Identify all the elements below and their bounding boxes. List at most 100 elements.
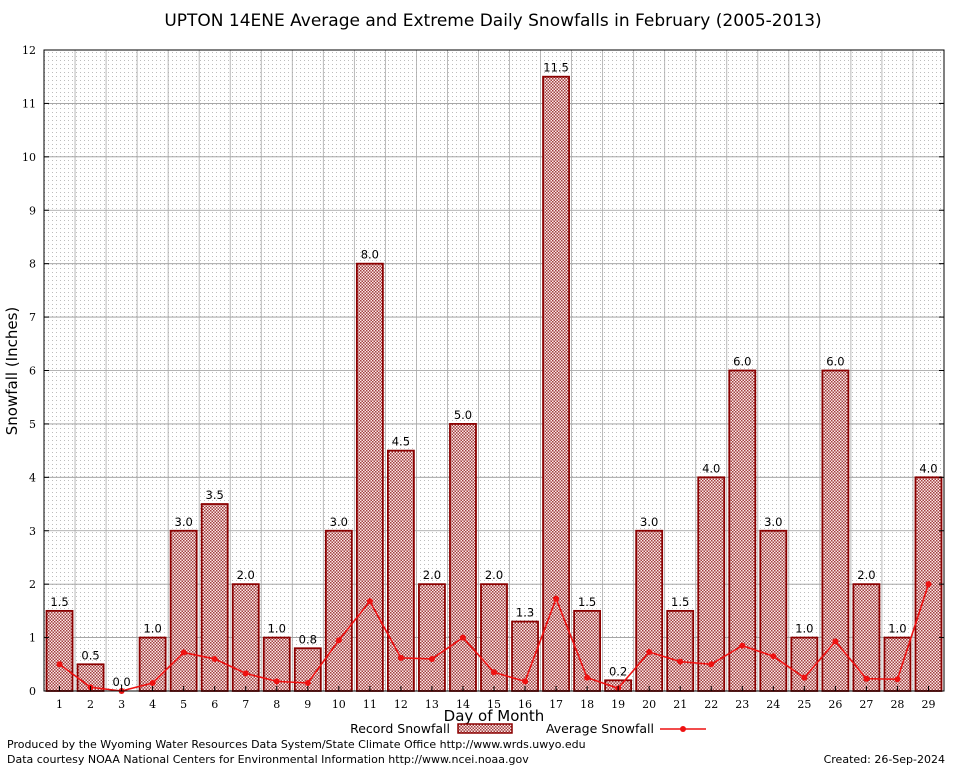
x-tick-label-19: 19: [611, 698, 625, 711]
average-point-day-7: [242, 670, 249, 677]
x-tick-label-29: 29: [921, 698, 935, 711]
average-point-day-29: [925, 581, 932, 588]
average-snowfall-line: [56, 581, 932, 694]
x-tick-label-17: 17: [549, 698, 563, 711]
y-tick-label-3: 3: [29, 525, 36, 538]
record-bar-day-21: [666, 609, 695, 692]
x-tick-label-9: 9: [304, 698, 311, 711]
x-tick-label-21: 21: [673, 698, 687, 711]
x-tick-label-27: 27: [859, 698, 873, 711]
average-point-day-15: [491, 669, 497, 676]
x-tick-label-12: 12: [394, 698, 408, 711]
average-point-day-21: [677, 658, 684, 665]
legend-average-marker: [680, 726, 686, 732]
y-tick-label-12: 12: [22, 44, 36, 57]
record-label-day-24: 3.0: [764, 515, 782, 529]
record-label-day-9: 0.8: [299, 632, 317, 646]
record-label-day-15: 2.0: [485, 568, 503, 582]
x-tick-label-25: 25: [797, 698, 811, 711]
record-label-day-27: 2.0: [857, 568, 875, 582]
record-label-day-4: 1.0: [143, 622, 161, 636]
record-label-day-25: 1.0: [795, 622, 813, 636]
x-tick-label-20: 20: [642, 698, 656, 711]
average-point-day-6: [211, 655, 218, 662]
record-bar-day-11: [355, 262, 384, 692]
x-axis-label: Day of Month: [444, 707, 545, 725]
record-label-day-6: 3.5: [206, 488, 224, 502]
x-tick-label-18: 18: [580, 698, 594, 711]
footer-produced-by: Produced by the Wyoming Water Resources …: [7, 738, 586, 751]
average-point-day-28: [894, 676, 901, 683]
average-point-day-10: [335, 637, 342, 644]
x-tick-label-4: 4: [149, 698, 156, 711]
record-bar-day-5: [169, 529, 198, 692]
average-point-day-11: [366, 598, 373, 605]
record-label-day-20: 3.0: [640, 515, 658, 529]
record-label-day-12: 4.5: [392, 435, 410, 449]
y-tick-label-0: 0: [29, 685, 36, 698]
record-label-day-3: 0.0: [112, 675, 130, 689]
record-bar-day-12: [386, 449, 415, 692]
legend-average-label: Average Snowfall: [546, 721, 654, 736]
average-point-day-14: [459, 634, 466, 641]
average-point-day-24: [770, 653, 777, 660]
average-point-day-4: [149, 679, 156, 686]
x-tick-label-14: 14: [456, 698, 470, 711]
x-tick-label-7: 7: [242, 698, 249, 711]
average-point-day-23: [739, 642, 746, 649]
record-label-day-19: 0.2: [609, 664, 627, 678]
x-tick-label-6: 6: [211, 698, 218, 711]
x-tick-label-15: 15: [487, 698, 501, 711]
record-bar-day-17: [542, 75, 570, 692]
record-label-day-18: 1.5: [578, 595, 596, 609]
x-tick-label-3: 3: [118, 698, 125, 711]
record-label-day-11: 8.0: [361, 248, 379, 262]
y-tick-label-10: 10: [22, 151, 36, 164]
y-tick-label-4: 4: [29, 471, 36, 484]
y-axis-label: Snowfall (Inches): [3, 307, 21, 435]
record-label-day-22: 4.0: [702, 461, 720, 475]
y-tick-label-9: 9: [29, 204, 36, 217]
x-tick-label-26: 26: [828, 698, 842, 711]
record-snowfall-bars: [45, 75, 943, 692]
record-label-day-13: 2.0: [423, 568, 441, 582]
x-tick-label-10: 10: [332, 698, 346, 711]
x-tick-label-5: 5: [180, 698, 187, 711]
record-label-day-10: 3.0: [330, 515, 348, 529]
average-point-day-20: [646, 649, 653, 656]
y-tick-label-8: 8: [29, 258, 36, 271]
record-label-day-21: 1.5: [671, 595, 689, 609]
x-tick-label-2: 2: [87, 698, 94, 711]
average-point-day-12: [397, 654, 404, 661]
y-tick-label-5: 5: [29, 418, 36, 431]
record-bar-day-26: [821, 369, 850, 692]
record-snowfall-labels: 1.5 0.5 0.0 1.0 3.0 3.5 2.0 1.0 0.8 3.0 8.0 4.5 2.0 5…: [50, 61, 937, 689]
average-point-day-18: [584, 674, 591, 681]
average-point-day-16: [522, 678, 529, 685]
record-bar-day-28: [883, 636, 912, 692]
average-point-day-22: [708, 661, 715, 668]
record-bar-day-13: [418, 583, 446, 692]
x-tick-label-16: 16: [518, 698, 532, 711]
average-point-day-17: [553, 595, 560, 602]
record-bar-day-23: [728, 369, 757, 692]
record-label-day-23: 6.0: [733, 355, 751, 369]
record-bar-day-10: [324, 529, 353, 692]
record-label-day-5: 3.0: [175, 515, 193, 529]
record-bar-day-25: [790, 636, 819, 692]
x-tick-label-8: 8: [273, 698, 280, 711]
average-point-day-9: [304, 679, 311, 686]
record-bar-day-27: [852, 583, 881, 692]
record-bar-day-1: [45, 609, 74, 692]
record-bar-day-24: [759, 529, 788, 692]
average-point-day-5: [180, 649, 187, 656]
average-point-day-8: [273, 678, 280, 685]
y-tick-label-1: 1: [29, 632, 36, 645]
y-tick-label-11: 11: [22, 97, 36, 110]
y-tick-label-6: 6: [29, 365, 36, 378]
record-label-day-17: 11.5: [543, 61, 569, 75]
average-point-day-1: [56, 661, 63, 668]
record-bar-day-14: [449, 423, 477, 692]
record-label-day-14: 5.0: [454, 408, 472, 422]
